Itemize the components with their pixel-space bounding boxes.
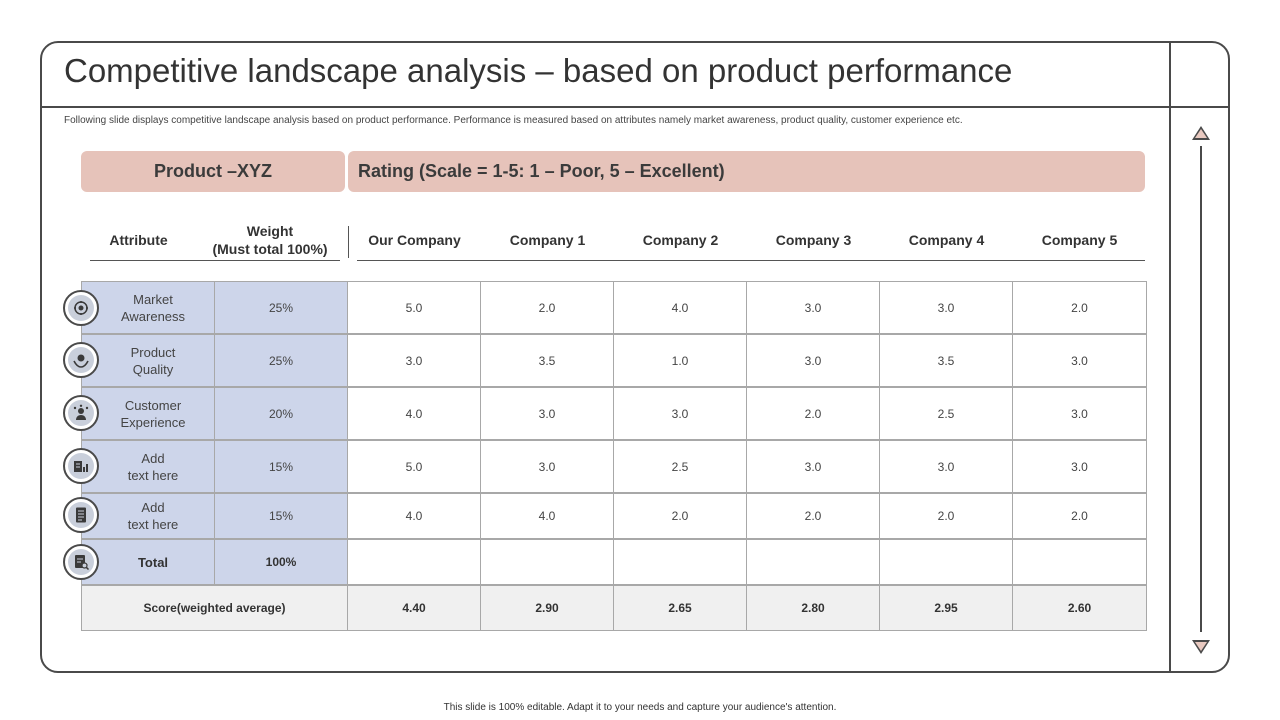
rating-cell: 1.0 <box>613 334 747 387</box>
arrow-up-icon[interactable] <box>1192 126 1210 140</box>
header-underline-right <box>357 260 1145 261</box>
header-underline-left <box>90 260 340 261</box>
rating-cell: 2.0 <box>1012 281 1147 334</box>
rating-cell: 5.0 <box>347 281 481 334</box>
attribute-cell: Market Awareness <box>81 281 215 334</box>
rating-cell: 3.0 <box>746 281 880 334</box>
footer-note: This slide is 100% editable. Adapt it to… <box>443 702 837 713</box>
attribute-cell: Product Quality <box>81 334 215 387</box>
column-header-company: Company 5 <box>1041 232 1118 248</box>
total-empty-cell <box>480 539 614 585</box>
total-empty-cell <box>879 539 1013 585</box>
column-header-company: Our Company <box>368 232 461 248</box>
rating-cell: 3.0 <box>879 281 1013 334</box>
page-title: Competitive landscape analysis – based o… <box>64 52 1013 89</box>
customer-icon <box>63 395 99 431</box>
weight-cell: 15% <box>214 440 348 493</box>
total-empty-cell <box>613 539 747 585</box>
rating-cell: 2.0 <box>746 387 880 440</box>
arrow-down-icon[interactable] <box>1192 640 1210 654</box>
score-cell: 2.95 <box>879 585 1013 631</box>
column-header-company: Company 2 <box>642 232 719 248</box>
rating-cell: 3.5 <box>879 334 1013 387</box>
column-header-weight: Weight (Must total 100%) <box>196 222 344 258</box>
rating-cell: 2.0 <box>480 281 614 334</box>
header-separator <box>348 226 349 258</box>
product-header: Product –XYZ <box>81 151 345 192</box>
total-empty-cell <box>746 539 880 585</box>
checklist-icon <box>63 497 99 533</box>
weight-header-line1: Weight <box>246 223 294 239</box>
total-empty-cell <box>347 539 481 585</box>
ratings-table: Market Awareness 25% 5.0 2.0 4.0 3.0 3.0 … <box>81 281 1147 631</box>
rating-cell: 3.0 <box>746 440 880 493</box>
clipboard-search-icon <box>63 544 99 580</box>
weight-cell: 20% <box>214 387 348 440</box>
rating-cell: 3.0 <box>480 387 614 440</box>
scroll-track <box>1200 146 1202 632</box>
rating-cell: 2.0 <box>613 493 747 539</box>
attribute-cell: Add text here <box>81 493 215 539</box>
column-header-company: Company 1 <box>509 232 586 248</box>
attribute-cell: Add text here <box>81 440 215 493</box>
rating-cell: 4.0 <box>347 387 481 440</box>
title-divider <box>40 106 1171 108</box>
total-weight: 100% <box>214 539 348 585</box>
weight-header-line2: (Must total 100%) <box>212 241 328 257</box>
total-label: Total <box>81 539 215 585</box>
rating-cell: 4.0 <box>347 493 481 539</box>
rating-cell: 3.0 <box>879 440 1013 493</box>
column-header-company: Company 4 <box>908 232 985 248</box>
side-panel-divider <box>1169 41 1171 673</box>
chart-growth-icon <box>63 448 99 484</box>
rating-cell: 2.0 <box>1012 493 1147 539</box>
score-label: Score(weighted average) <box>81 585 348 631</box>
rating-header: Rating (Scale = 1-5: 1 – Poor, 5 – Excel… <box>348 151 1145 192</box>
total-empty-cell <box>1012 539 1147 585</box>
weight-cell: 25% <box>214 281 348 334</box>
slide-frame <box>40 41 1230 673</box>
rating-cell: 3.0 <box>480 440 614 493</box>
score-cell: 2.65 <box>613 585 747 631</box>
weight-cell: 15% <box>214 493 348 539</box>
rating-cell: 4.0 <box>613 281 747 334</box>
rating-cell: 3.0 <box>1012 334 1147 387</box>
rating-cell: 3.0 <box>613 387 747 440</box>
rating-cell: 3.0 <box>1012 387 1147 440</box>
rating-cell: 3.0 <box>1012 440 1147 493</box>
rating-cell: 2.0 <box>879 493 1013 539</box>
score-cell: 2.90 <box>480 585 614 631</box>
rating-cell: 4.0 <box>480 493 614 539</box>
rating-cell: 2.5 <box>879 387 1013 440</box>
rating-cell: 3.0 <box>347 334 481 387</box>
rating-cell: 3.5 <box>480 334 614 387</box>
page-subtitle: Following slide displays competitive lan… <box>64 115 963 126</box>
column-header-attribute: Attribute <box>109 232 168 248</box>
megaphone-icon <box>63 290 99 326</box>
weight-cell: 25% <box>214 334 348 387</box>
rating-cell: 2.0 <box>746 493 880 539</box>
side-panel-rule <box>1171 106 1229 108</box>
column-header-company: Company 3 <box>775 232 852 248</box>
rating-cell: 2.5 <box>613 440 747 493</box>
attribute-cell: Customer Experience <box>81 387 215 440</box>
score-cell: 2.80 <box>746 585 880 631</box>
hands-quality-icon <box>63 342 99 378</box>
score-cell: 2.60 <box>1012 585 1147 631</box>
score-cell: 4.40 <box>347 585 481 631</box>
rating-cell: 5.0 <box>347 440 481 493</box>
rating-cell: 3.0 <box>746 334 880 387</box>
